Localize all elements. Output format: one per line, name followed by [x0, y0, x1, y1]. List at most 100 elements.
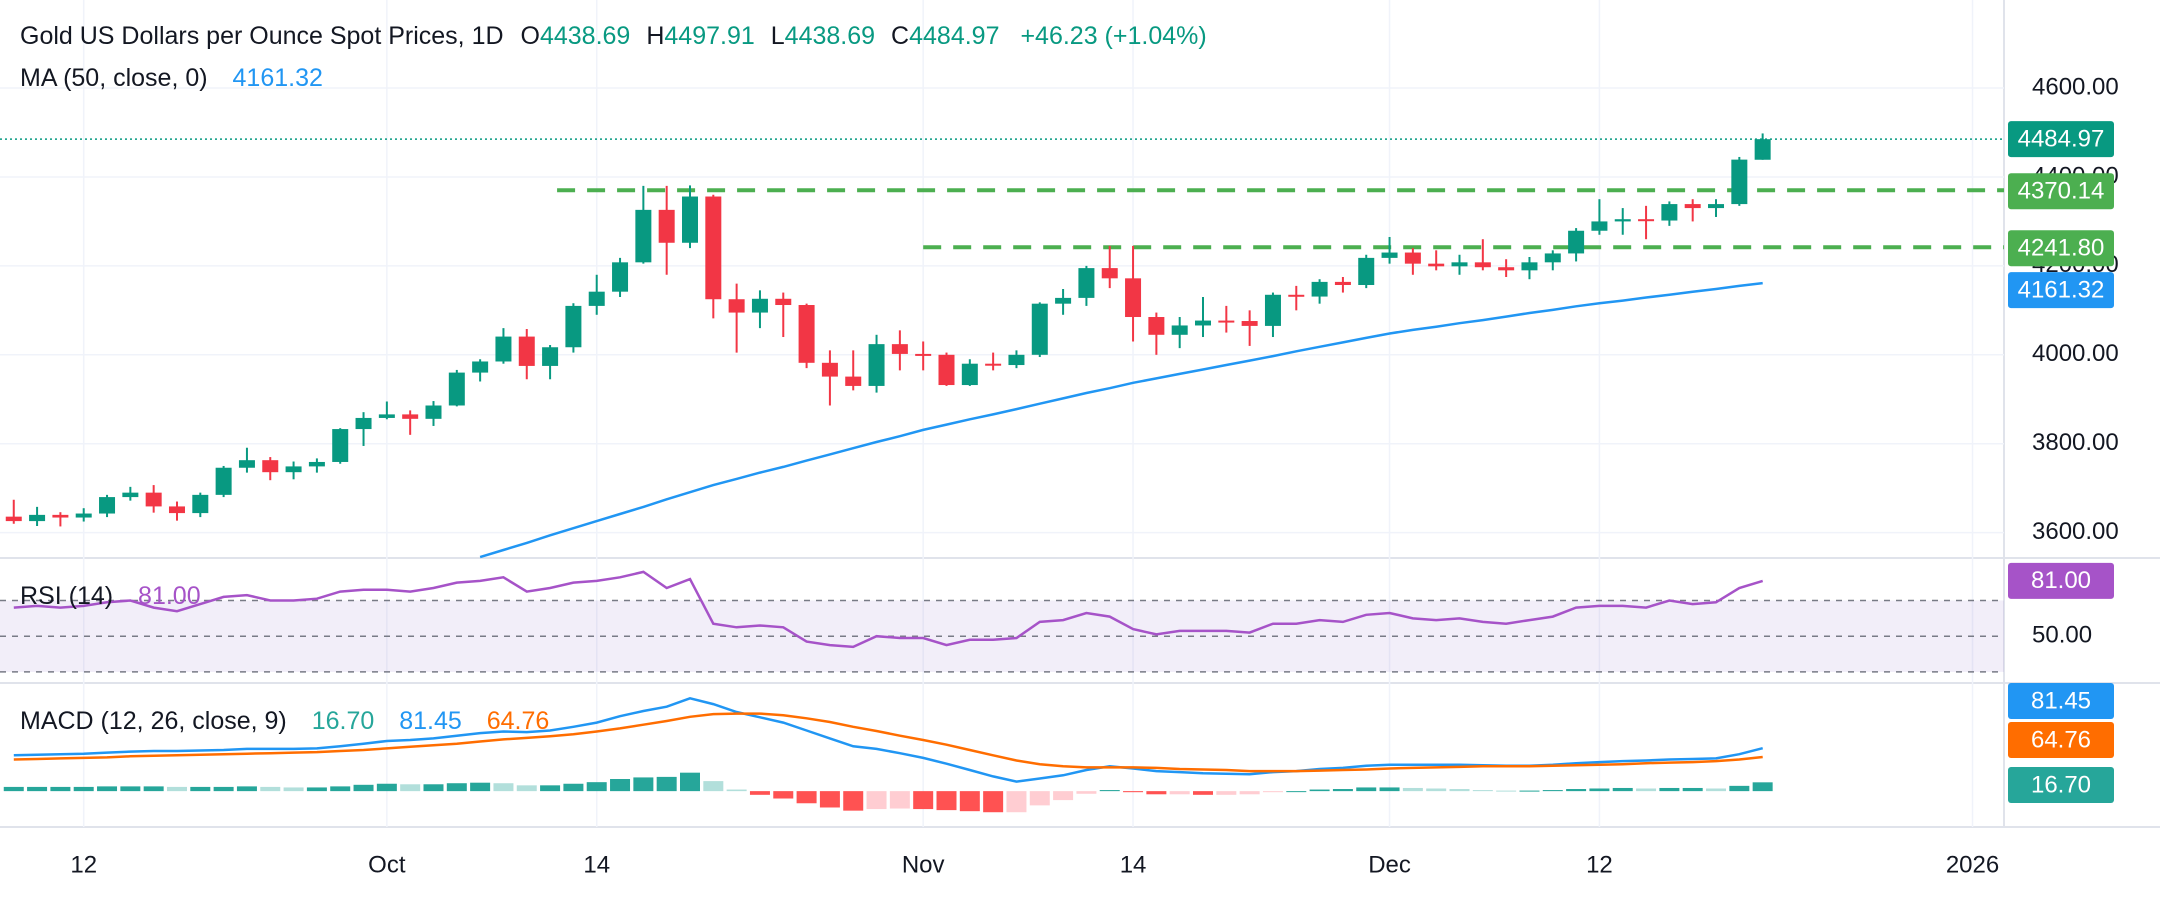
candle-body — [1451, 262, 1468, 267]
ma-line — [479, 281, 1763, 559]
y-tick-label: 4600.00 — [2032, 73, 2119, 100]
candle-body — [425, 405, 442, 419]
candle-body — [402, 414, 419, 419]
macd-histogram-bar — [1379, 787, 1400, 792]
macd-histogram-bar — [1146, 791, 1167, 795]
macd-histogram-bar — [1006, 791, 1027, 813]
rsi-legend: RSI (14) 81.00 — [20, 582, 205, 611]
x-tick-label: 12 — [70, 851, 97, 878]
candle-body — [1264, 294, 1281, 326]
macd-histogram-bar — [586, 782, 607, 792]
x-tick-label: Dec — [1368, 851, 1411, 878]
candle-body — [238, 460, 255, 468]
level-badge: 4370.14 — [2018, 178, 2105, 205]
macd-histogram-bar — [423, 784, 444, 792]
candle-body — [122, 492, 139, 498]
candle-body — [1521, 262, 1538, 271]
macd-histogram-bar — [563, 783, 584, 792]
macd-histogram-bar — [796, 791, 817, 804]
macd-histogram-bar — [470, 782, 491, 792]
macd-histogram-bar — [353, 784, 374, 792]
candle-body — [1288, 294, 1305, 297]
candle-body — [192, 494, 209, 514]
macd-histogram-bar — [330, 786, 351, 792]
candle-body — [1428, 263, 1445, 267]
histogram-badge-box — [2008, 767, 2114, 803]
ohlc-label: C — [891, 22, 910, 50]
macd-histogram-bar — [656, 776, 677, 792]
candle-body — [145, 492, 162, 507]
macd-histogram-bar — [936, 791, 957, 811]
macd-histogram-bar — [633, 777, 654, 792]
ma-legend: MA (50, close, 0) 4161.32 — [20, 64, 327, 93]
macd-histogram-bar — [983, 791, 1004, 813]
candle-body — [1148, 317, 1165, 335]
candle-body — [1008, 354, 1025, 366]
rsi-line — [13, 570, 1764, 649]
macd-histogram-bar — [1566, 789, 1587, 792]
macd-histogram-bar — [97, 786, 118, 792]
signal-line — [13, 712, 1763, 773]
candle-body — [635, 209, 652, 263]
macd-histogram-bar — [679, 772, 700, 792]
macd-histogram-bar — [773, 791, 794, 799]
macd-histogram-bar — [446, 783, 467, 792]
macd-histogram-bar — [1239, 791, 1260, 795]
macd-histogram-bar — [1169, 791, 1190, 795]
candle-body — [308, 461, 325, 467]
macd-histogram-bar — [1472, 790, 1493, 792]
candle-body — [588, 291, 605, 306]
y-tick-label: 3600.00 — [2032, 518, 2119, 545]
y-tick-label: 4000.00 — [2032, 340, 2119, 367]
macd-histogram-bar — [493, 783, 514, 792]
macd-histogram-bar — [400, 784, 421, 792]
candle-body — [751, 298, 768, 313]
signal-badge-box — [2008, 722, 2114, 758]
candle-body — [448, 372, 465, 406]
macd-histogram-bar — [1356, 787, 1377, 792]
candle-body — [1684, 204, 1701, 209]
candle-body — [705, 196, 722, 300]
level-badge-box — [2008, 230, 2114, 267]
macd-histogram-bar — [749, 791, 770, 795]
macd-histogram-bar — [1193, 791, 1214, 795]
macd-histogram-bar — [190, 786, 211, 792]
candle-body — [845, 376, 862, 386]
macd-histogram-bar — [236, 786, 257, 792]
macd-histogram-bar — [73, 786, 94, 792]
macd-hist-value: 16.70 — [311, 707, 375, 735]
macd-histogram-bar — [1449, 789, 1470, 792]
macd-histogram-bar — [283, 787, 304, 792]
macd-histogram-bar — [1286, 791, 1307, 793]
candle-body — [1591, 221, 1608, 231]
candle-body — [1381, 252, 1398, 258]
rsi-badge: 81.00 — [2031, 567, 2091, 594]
macd-badge: 81.45 — [2031, 687, 2091, 714]
candle-body — [472, 361, 489, 373]
rsi-name: RSI (14) — [20, 582, 114, 610]
main-legend: Gold US Dollars per Ounce Spot Prices, 1… — [20, 22, 1211, 51]
macd-histogram-bar — [166, 786, 187, 792]
macd-histogram-bar — [120, 786, 141, 792]
last-price-badge: 4484.97 — [2018, 126, 2105, 153]
chart-title: Gold US Dollars per Ounce Spot Prices, 1… — [20, 22, 504, 50]
ohlc-label: L — [770, 22, 785, 50]
macd-histogram-bar — [1589, 788, 1610, 792]
candle-body — [1708, 204, 1725, 209]
candle-body — [938, 354, 955, 386]
candle-body — [1568, 230, 1585, 254]
ma-value: 4161.32 — [232, 64, 323, 92]
macd-histogram-bar — [376, 783, 397, 792]
macd-histogram-bar — [540, 785, 561, 792]
macd-histogram-bar — [1636, 788, 1657, 792]
macd-histogram-bar — [1076, 791, 1097, 794]
macd-histogram-bar — [1099, 790, 1120, 792]
x-tick-label: 14 — [1120, 851, 1147, 878]
macd-histogram-bar — [1426, 788, 1447, 792]
macd-histogram-bar — [1123, 791, 1144, 793]
macd-histogram-bar — [1612, 787, 1633, 792]
macd-name: MACD (12, 26, close, 9) — [20, 707, 287, 735]
x-tick-label: 12 — [1586, 851, 1613, 878]
macd-histogram-bar — [306, 787, 327, 792]
